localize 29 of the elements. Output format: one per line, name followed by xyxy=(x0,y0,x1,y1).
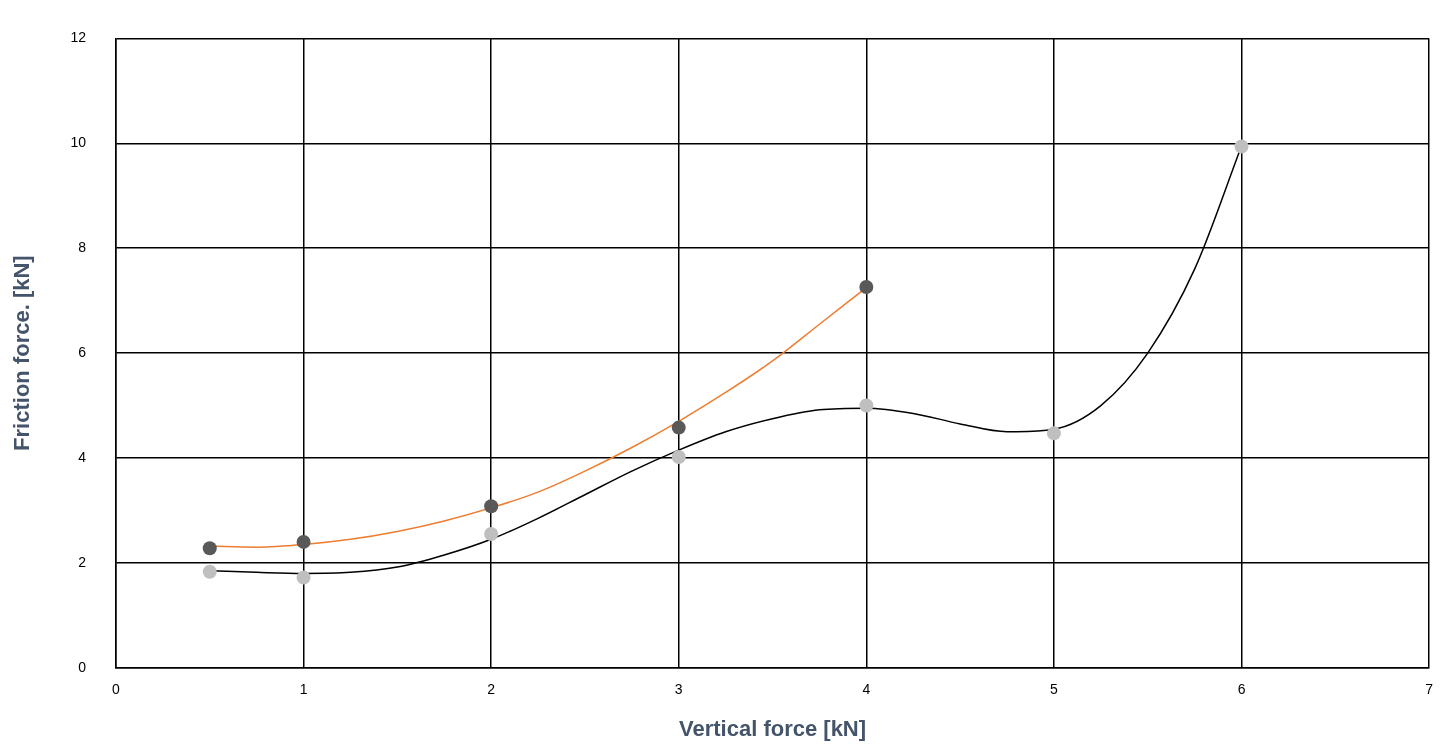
y-tick-label: 2 xyxy=(78,553,87,570)
y-tick-label: 10 xyxy=(70,134,87,151)
x-tick-label: 7 xyxy=(1425,681,1434,698)
y-tick-label: 4 xyxy=(78,448,87,465)
point xyxy=(1234,139,1249,154)
x-tick-label: 1 xyxy=(299,681,308,698)
point xyxy=(859,280,874,295)
point xyxy=(671,420,686,435)
x-tick-label: 3 xyxy=(674,681,683,698)
point xyxy=(202,564,217,579)
x-tick-label: 6 xyxy=(1237,681,1246,698)
y-axis-title: Friction force. [kN] xyxy=(9,255,35,451)
x-tick-label: 0 xyxy=(112,681,121,698)
point xyxy=(671,449,686,464)
point xyxy=(296,534,311,549)
point xyxy=(484,499,499,514)
point xyxy=(859,398,874,413)
y-tick-label: 6 xyxy=(78,343,87,360)
point xyxy=(202,541,217,556)
x-tick-label: 2 xyxy=(487,681,496,698)
y-tick-label: 8 xyxy=(78,239,87,256)
x-tick-label: 4 xyxy=(862,681,871,698)
point xyxy=(484,527,499,542)
point xyxy=(296,570,311,585)
x-axis-title: Vertical force [kN] xyxy=(679,715,867,741)
point xyxy=(1046,426,1061,441)
y-tick-label: 12 xyxy=(70,29,87,46)
y-tick-label: 0 xyxy=(78,658,87,675)
x-tick-label: 5 xyxy=(1050,681,1059,698)
